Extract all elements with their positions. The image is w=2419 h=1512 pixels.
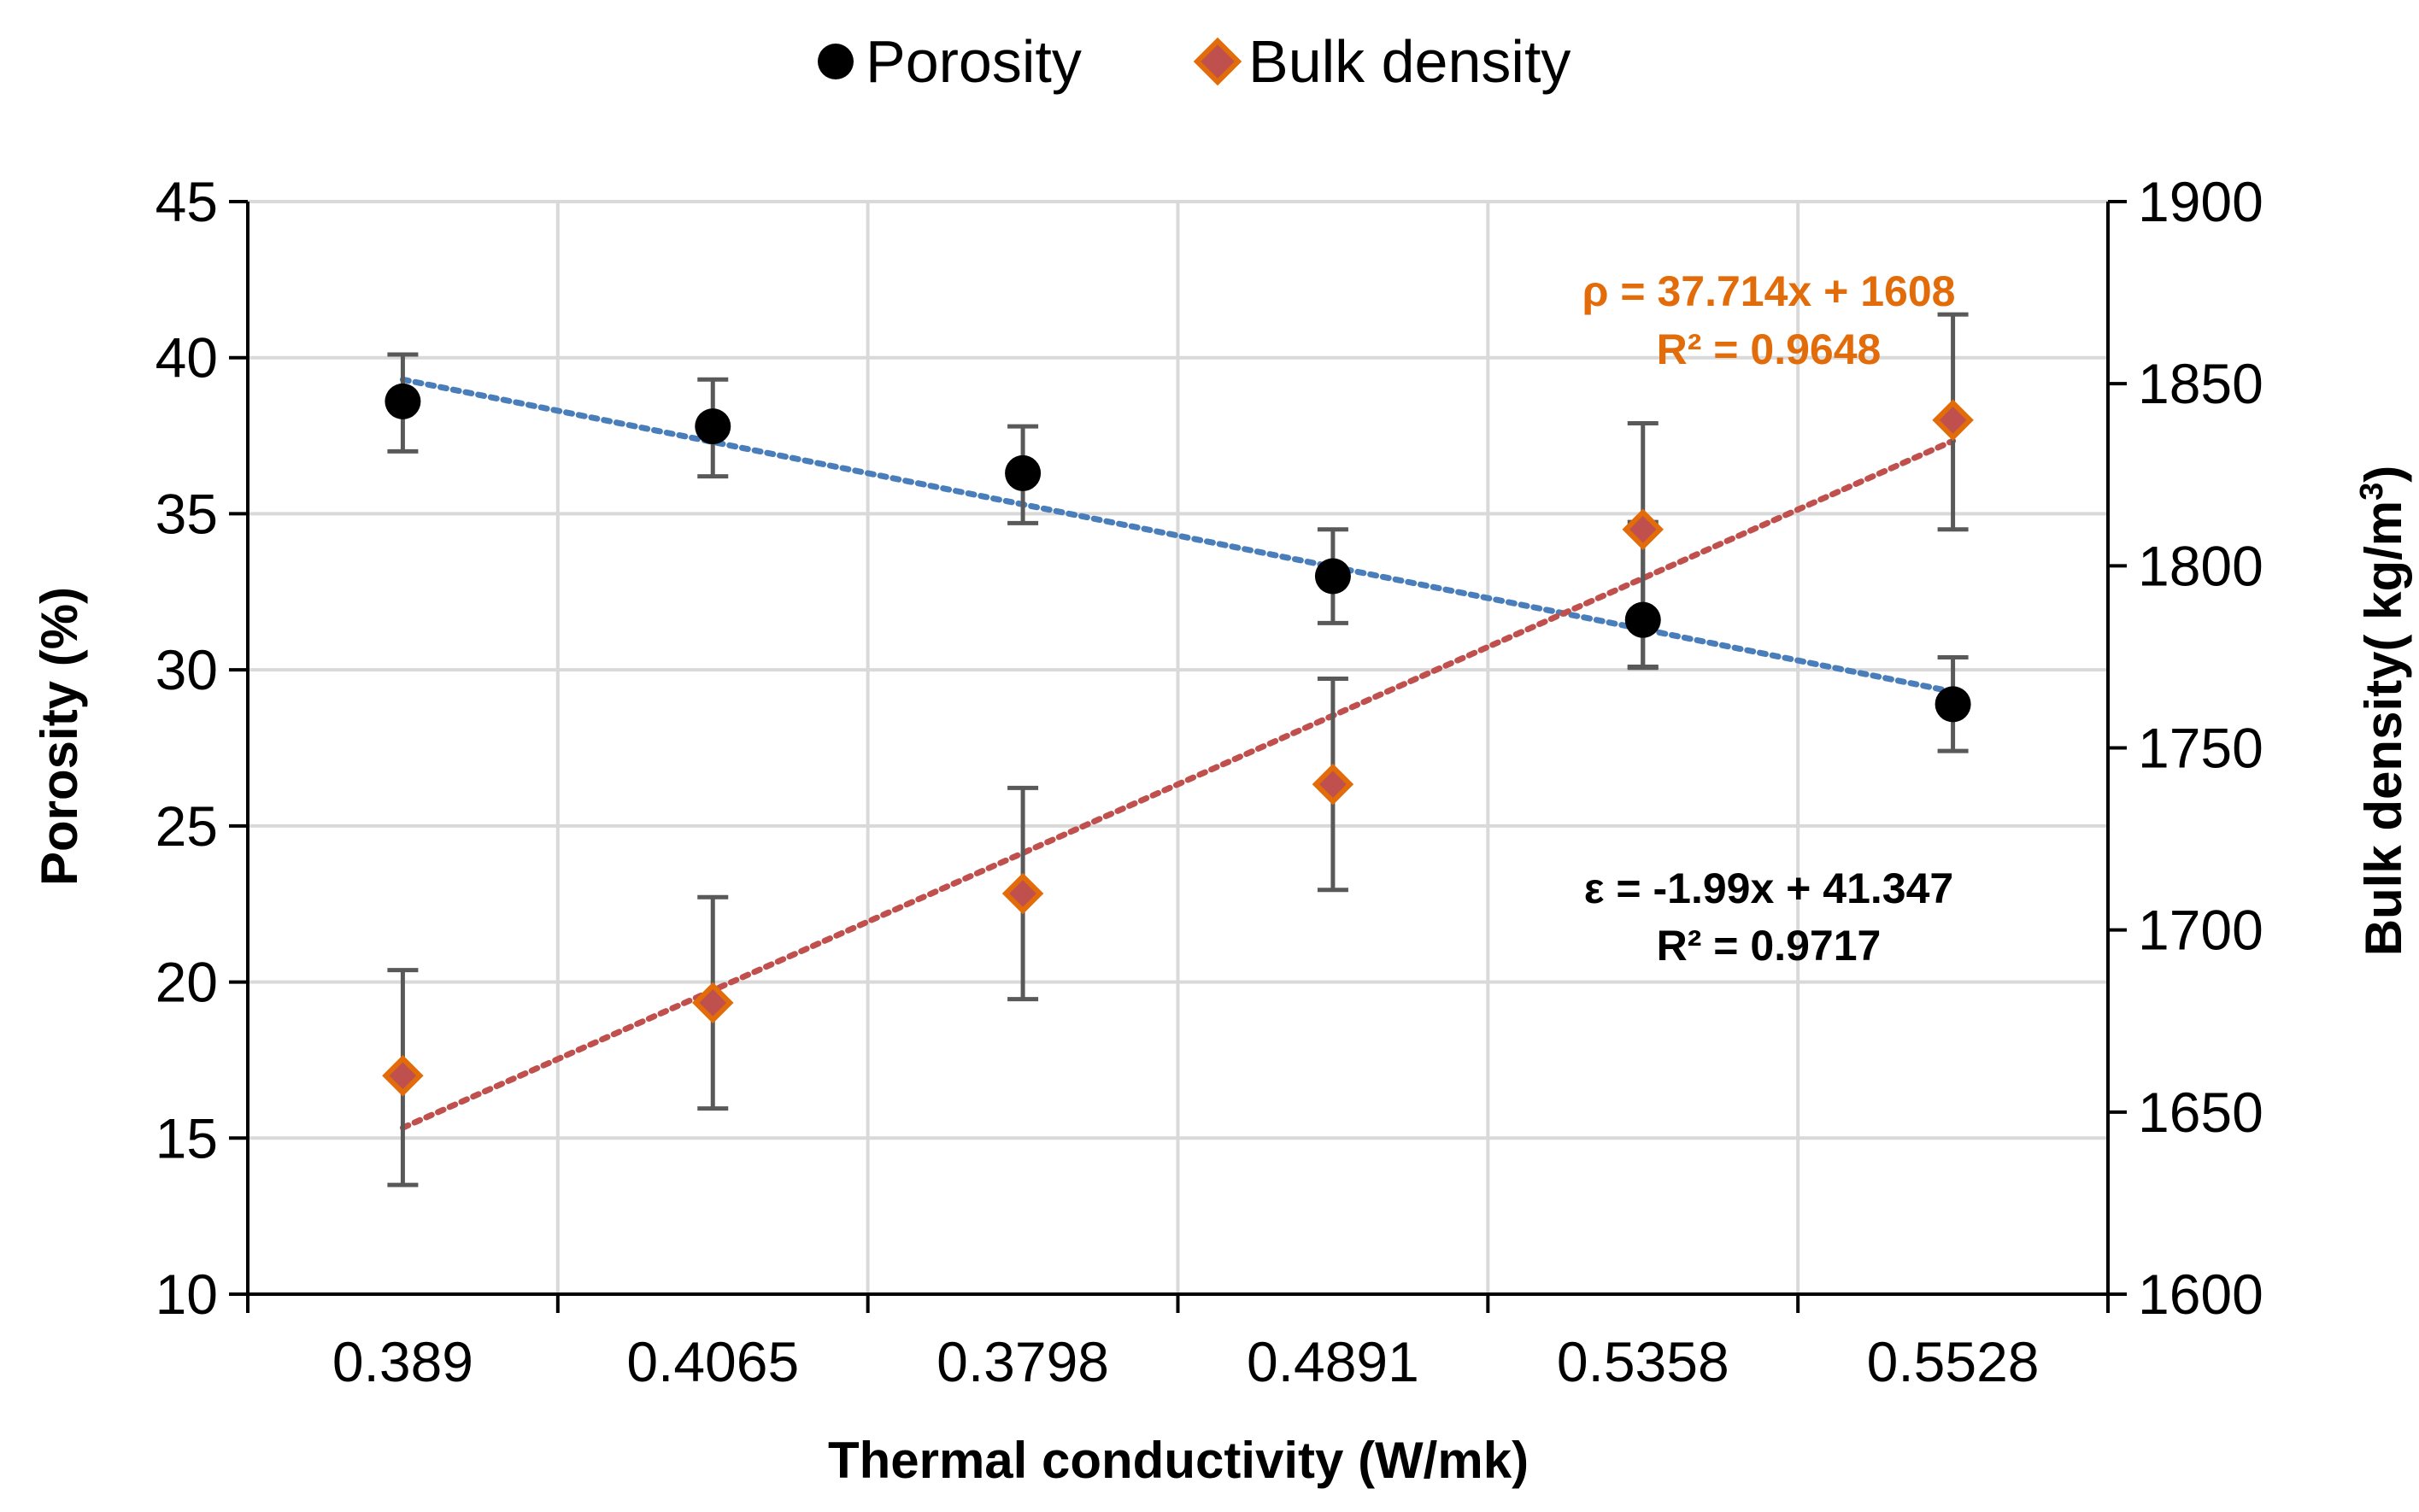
porosity-point [1314, 558, 1351, 595]
y2-tick-label: 1800 [2138, 534, 2263, 597]
bulk-density-point [1622, 508, 1664, 550]
porosity-point [1005, 454, 1042, 491]
tick-labels: 10 15 20 25 30 35 40 45 1600 1650 1700 1750 1800 1850… [156, 170, 2263, 1393]
trendlines [399, 376, 1957, 1131]
y2-tick-label: 1600 [2138, 1263, 2263, 1326]
y2-tick-label: 1850 [2138, 352, 2263, 415]
y2-tick-label: 1900 [2138, 170, 2263, 233]
porosity-trendline [399, 376, 1957, 695]
y-tick-label: 30 [156, 638, 218, 701]
y-tick-label: 15 [156, 1106, 218, 1169]
legend-bulk-density-label: Bulk density [1248, 28, 1571, 95]
bulk-density-point [1932, 399, 1974, 442]
y2-tick-label: 1750 [2138, 717, 2263, 780]
porosity-equation: ε = -1.99x + 41.347 [1584, 864, 1953, 912]
legend-porosity-marker [818, 44, 854, 79]
bulk-density-trendline [399, 437, 1957, 1131]
y2-axis-title: Bulk density( kg/m3) [2354, 466, 2412, 957]
legend-bulk-density-marker [1193, 37, 1242, 86]
x-tick-label: 0.5358 [1557, 1330, 1729, 1393]
x-tick-label: 0.4065 [626, 1330, 799, 1393]
bulk-density-point [1312, 763, 1354, 806]
bulk-density-point [1001, 872, 1044, 915]
y-axis-title: Porosity (%) [31, 587, 88, 886]
y-tick-label: 10 [156, 1263, 218, 1326]
y-tick-label: 25 [156, 794, 218, 858]
x-axis-title: Thermal conductivity (W/mk) [828, 1432, 1529, 1489]
legend-porosity-label: Porosity [866, 28, 1082, 95]
x-tick-label: 0.5528 [1867, 1330, 2040, 1393]
porosity-point [1935, 686, 1971, 723]
y2-tick-label: 1650 [2138, 1081, 2263, 1144]
y-tick-label: 20 [156, 951, 218, 1014]
porosity-point [1624, 601, 1661, 638]
y-tick-label: 45 [156, 170, 218, 233]
axes [229, 200, 2127, 1313]
bulk-density-point [692, 982, 734, 1024]
porosity-point [385, 383, 421, 419]
x-tick-label: 0.4891 [1247, 1330, 1419, 1393]
legend: Porosity Bulk density [818, 28, 1571, 95]
data-markers [382, 383, 1974, 1097]
y-tick-label: 40 [156, 326, 218, 390]
gridlines [248, 200, 2108, 1294]
bulk-density-r2: R² = 0.9648 [1657, 325, 1882, 373]
x-tick-label: 0.389 [332, 1330, 473, 1393]
porosity-r2: R² = 0.9717 [1657, 922, 1882, 970]
porosity-point [695, 408, 731, 445]
y2-tick-label: 1700 [2138, 899, 2263, 962]
bulk-density-point [382, 1054, 424, 1097]
bulk-density-equation: ρ = 37.714x + 1608 [1582, 267, 1956, 315]
y-tick-label: 35 [156, 482, 218, 545]
x-tick-label: 0.3798 [936, 1330, 1109, 1393]
